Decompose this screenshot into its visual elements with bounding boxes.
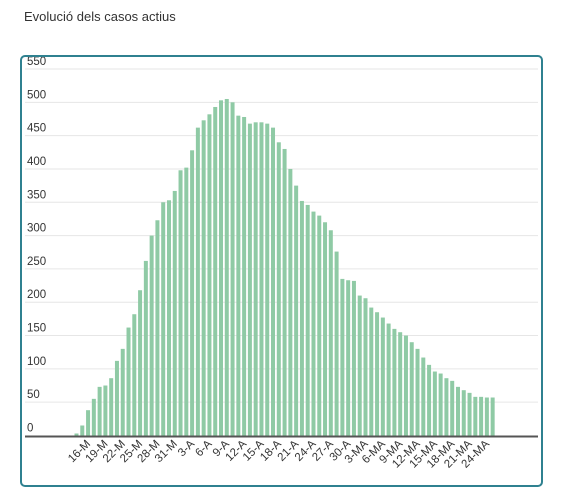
bar — [276, 142, 281, 436]
bar — [380, 317, 385, 436]
bar — [427, 364, 432, 436]
bar — [132, 314, 137, 436]
bar — [375, 312, 380, 436]
bar — [74, 433, 79, 436]
bar — [213, 106, 218, 436]
y-tick-label: 50 — [27, 389, 40, 401]
y-tick-label: 550 — [27, 57, 46, 68]
bar — [392, 328, 397, 436]
bar — [288, 168, 293, 436]
bar — [184, 167, 189, 436]
bar — [190, 150, 195, 436]
bar — [484, 397, 489, 436]
y-tick-label: 100 — [27, 356, 46, 368]
bar — [311, 211, 316, 436]
bar — [149, 235, 154, 436]
bar — [166, 200, 171, 436]
bar — [138, 290, 143, 436]
bar — [409, 342, 414, 436]
bar — [253, 122, 258, 436]
bar — [461, 390, 466, 436]
bar — [219, 100, 223, 436]
bar — [80, 425, 85, 436]
bar — [351, 280, 356, 436]
bar — [490, 397, 495, 436]
y-tick-label: 300 — [27, 223, 46, 235]
chart-heading: Evolució dels casos actius — [24, 9, 176, 24]
y-tick-label: 200 — [27, 289, 46, 301]
x-axis-ticks: 16-M19-M22-M25-M28-M31-M3-A6-A9-A12-A15-… — [66, 438, 492, 471]
bar — [386, 323, 391, 436]
bar — [91, 398, 96, 436]
bar — [259, 122, 264, 436]
bar — [357, 295, 362, 436]
bar — [305, 204, 310, 436]
bar — [109, 378, 114, 436]
bar — [363, 298, 368, 436]
bar — [282, 148, 287, 436]
bar — [317, 215, 322, 436]
y-tick-label: 250 — [27, 256, 46, 268]
bar — [450, 380, 455, 436]
bar — [346, 280, 351, 436]
bar — [438, 373, 443, 436]
bar — [265, 123, 270, 436]
y-tick-label: 150 — [27, 323, 46, 335]
bars — [74, 98, 495, 436]
bar — [334, 251, 339, 436]
bar — [224, 98, 229, 436]
y-tick-label: 0 — [27, 423, 33, 435]
bar — [103, 385, 108, 436]
bar — [467, 392, 472, 436]
bar — [271, 127, 276, 436]
bar — [242, 116, 247, 436]
bar — [114, 360, 119, 436]
bar — [172, 190, 177, 436]
bar — [421, 357, 426, 436]
bar — [444, 378, 449, 436]
bar — [299, 200, 304, 436]
bar — [403, 335, 408, 436]
bar — [230, 102, 235, 436]
y-axis-ticks: 0 50 100 150 200 250 300 350 400 450 500 550 — [27, 57, 46, 435]
y-tick-label: 350 — [27, 189, 46, 201]
bar — [294, 185, 299, 436]
bar — [195, 127, 200, 436]
chart-card: 0 50 100 150 200 250 300 350 400 450 500 550 16-M 19… — [20, 55, 543, 487]
bar — [201, 120, 206, 436]
bar — [398, 332, 403, 436]
bar — [207, 114, 212, 436]
bar — [455, 386, 460, 436]
active-cases-chart: 0 50 100 150 200 250 300 350 400 450 500 550 16-M19… — [25, 57, 538, 471]
bar — [97, 386, 102, 436]
bar — [479, 396, 484, 436]
bar — [126, 327, 131, 436]
bar — [155, 220, 160, 436]
bar — [473, 396, 478, 436]
bar — [178, 170, 183, 436]
bar — [432, 371, 437, 436]
bar — [328, 230, 333, 436]
bar — [415, 348, 420, 436]
y-tick-label: 500 — [27, 89, 46, 101]
bar — [340, 278, 345, 436]
bar — [86, 410, 91, 436]
bar — [120, 348, 125, 436]
bar — [247, 123, 252, 436]
bar — [161, 202, 166, 436]
y-tick-label: 450 — [27, 123, 46, 135]
grid-lines — [25, 68, 538, 403]
bar — [323, 222, 328, 436]
y-tick-label: 400 — [27, 156, 46, 168]
bar — [236, 115, 241, 436]
bar — [143, 260, 148, 436]
bar — [369, 307, 374, 436]
